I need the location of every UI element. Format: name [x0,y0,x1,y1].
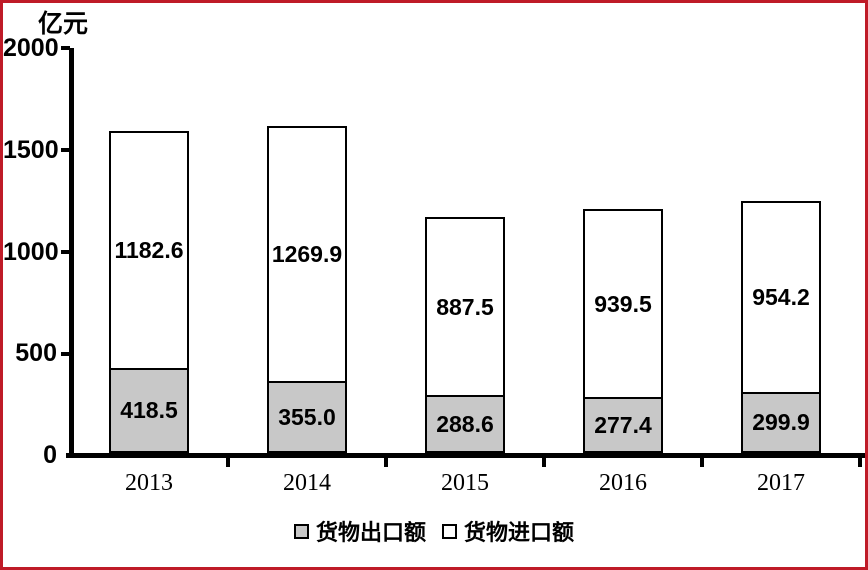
y-tick-1000 [61,250,70,254]
bar-segment-import-2016: 939.5 [583,209,663,399]
x-label-2015: 2015 [441,470,489,496]
legend-item-export: 货物出口额 [293,515,426,547]
bar-value-label: 939.5 [594,290,652,317]
bar-segment-import-2013: 1182.6 [109,131,189,370]
bar-group-2017: 954.2 299.9 [741,201,821,453]
y-tick-2000 [61,46,70,50]
legend-item-import: 货物进口额 [442,515,574,547]
bar-segment-import-2017: 954.2 [741,201,821,394]
bar-segment-export-2013: 418.5 [109,368,189,453]
legend-swatch-import [442,523,457,539]
y-tick-label-2000: 2000 [3,34,59,62]
x-label-2014: 2014 [283,470,331,496]
bar-group-2015: 887.5 288.6 [425,217,505,453]
bar-value-label: 1269.9 [271,241,343,267]
bar-value-label: 288.6 [436,410,494,437]
bar-value-label: 887.5 [436,293,494,320]
y-tick-label-1000: 1000 [3,238,59,266]
bar-segment-import-2014: 1269.9 [267,126,347,383]
y-axis-unit-label: 亿元 [38,9,89,38]
x-tick-4 [700,458,704,467]
bar-value-label: 299.9 [752,409,810,435]
bar-segment-import-2015: 887.5 [425,217,505,397]
bar-group-2013: 1182.6 418.5 [109,131,189,453]
bar-segment-export-2014: 355.0 [267,381,347,453]
bar-group-2016: 939.5 277.4 [583,209,663,453]
x-label-2017: 2017 [757,470,805,496]
x-tick-3 [542,458,546,467]
x-tick-2 [384,458,388,467]
bar-value-label: 355.0 [278,403,336,430]
bar-segment-export-2016: 277.4 [583,397,663,453]
legend-label-import: 货物进口额 [464,520,575,545]
x-tick-5 [858,458,862,467]
x-tick-1 [226,458,230,467]
y-tick-label-0: 0 [43,441,57,469]
bar-segment-export-2017: 299.9 [741,392,821,453]
legend-swatch-export [293,523,309,539]
legend: 货物出口额 货物进口额 [3,515,865,547]
bar-value-label: 954.2 [752,284,810,310]
x-label-2016: 2016 [599,470,647,496]
y-tick-1500 [61,148,70,152]
bar-value-label: 418.5 [120,397,178,423]
bar-value-label: 277.4 [594,411,652,438]
x-label-2013: 2013 [125,470,173,496]
y-tick-500 [61,352,70,356]
bar-group-2014: 1269.9 355.0 [267,126,347,453]
x-axis-line [66,453,865,458]
y-tick-label-1500: 1500 [3,136,59,164]
y-tick-label-500: 500 [15,339,57,367]
y-axis-line [69,48,74,456]
bar-value-label: 1182.6 [114,237,184,263]
legend-label-export: 货物出口额 [315,520,426,545]
bar-segment-export-2015: 288.6 [425,395,505,453]
